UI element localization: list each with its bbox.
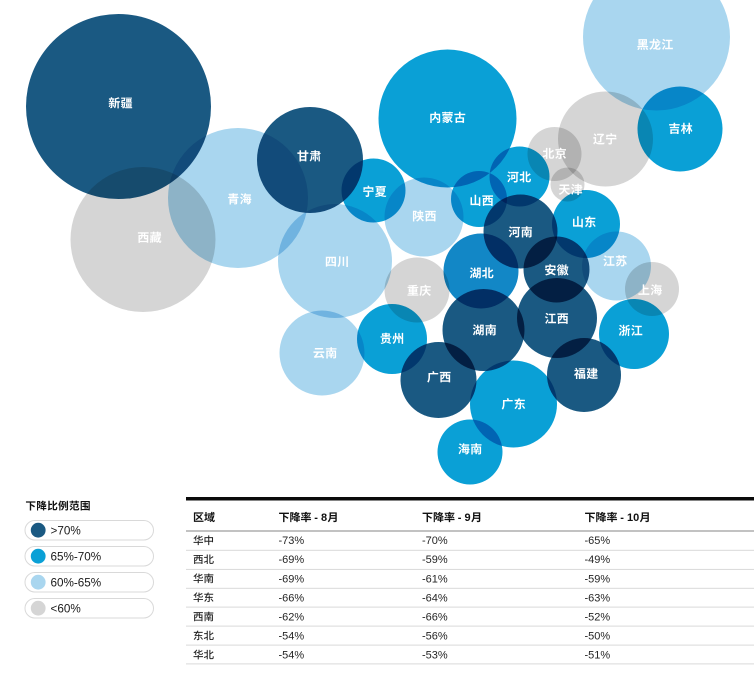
svg-text:- 10: - 10 [620, 512, 639, 524]
svg-text:-59%: -59% [422, 554, 448, 566]
svg-text:-66%: -66% [279, 592, 305, 604]
svg-text:-49%: -49% [585, 554, 611, 566]
svg-text:- 8: - 8 [314, 512, 327, 524]
svg-text:65%-70%: 65%-70% [51, 550, 102, 563]
svg-text:-70%: -70% [422, 535, 448, 547]
svg-text:-54%: -54% [279, 630, 305, 642]
svg-text:-63%: -63% [585, 592, 611, 604]
svg-text:-59%: -59% [585, 573, 611, 585]
svg-text:60%-65%: 60%-65% [51, 576, 102, 589]
svg-text:-50%: -50% [585, 630, 611, 642]
svg-text:-69%: -69% [279, 554, 305, 566]
svg-text:-62%: -62% [279, 611, 305, 623]
svg-text:-51%: -51% [585, 650, 611, 662]
svg-text:-69%: -69% [279, 573, 305, 585]
svg-text:<60%: <60% [51, 602, 81, 615]
svg-text:-61%: -61% [422, 573, 448, 585]
svg-text:-53%: -53% [422, 650, 448, 662]
svg-text:>70%: >70% [51, 524, 81, 537]
svg-text:- 9: - 9 [458, 512, 471, 524]
svg-text:-66%: -66% [422, 611, 448, 623]
svg-text:-56%: -56% [422, 630, 448, 642]
svg-text:-64%: -64% [422, 592, 448, 604]
svg-text:-52%: -52% [585, 611, 611, 623]
svg-text:-73%: -73% [279, 535, 305, 547]
svg-text:-54%: -54% [279, 650, 305, 662]
svg-text:-65%: -65% [585, 535, 611, 547]
